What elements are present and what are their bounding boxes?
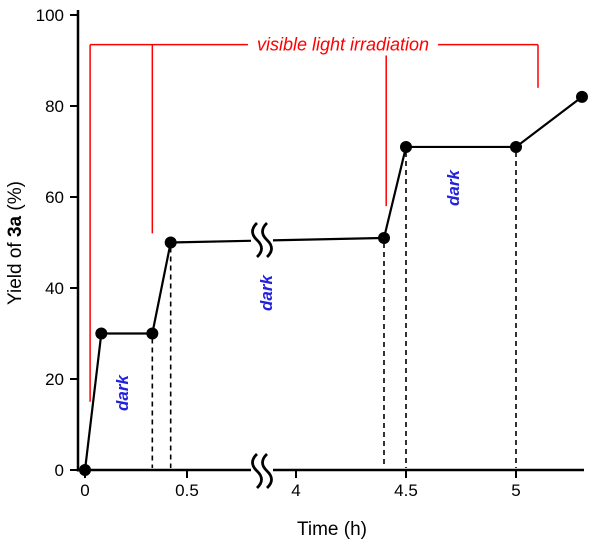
y-tick-label: 60 — [45, 188, 64, 207]
y-tick-label: 80 — [45, 97, 64, 116]
x-tick-label: 0 — [80, 481, 89, 500]
data-point — [146, 327, 159, 340]
data-point — [378, 231, 390, 244]
y-axis-title-bold: 3a — [5, 215, 26, 238]
y-tick-label: 20 — [45, 370, 64, 389]
data-point — [576, 90, 588, 103]
dark-label: dark — [257, 274, 277, 311]
y-tick-label: 100 — [36, 6, 64, 25]
x-axis-title: Time (h) — [296, 519, 368, 540]
data-point — [510, 140, 522, 153]
axis-break-squiggle — [251, 452, 263, 490]
data-point — [79, 464, 91, 476]
axis-break-squiggle — [251, 221, 263, 259]
y-tick-label: 40 — [45, 279, 64, 298]
axis-break-squiggle — [261, 452, 273, 490]
irradiation-label: visible light irradiation — [247, 34, 439, 56]
x-tick-label: 0.5 — [175, 481, 199, 500]
axis-break-squiggle — [261, 221, 273, 259]
yield-line — [83, 96, 583, 471]
x-tick-label: 4 — [291, 481, 300, 500]
data-point — [164, 236, 177, 249]
y-axis-title-prefix: Yield of — [5, 237, 26, 305]
data-point — [95, 327, 108, 340]
axis-break-mask — [251, 456, 273, 486]
y-axis-title-suffix: (%) — [5, 181, 26, 216]
axis-break-mask — [251, 225, 273, 255]
y-tick-label: 0 — [55, 461, 64, 480]
dark-label: dark — [444, 169, 464, 206]
x-tick-label: 4.5 — [394, 481, 418, 500]
x-tick-label: 5 — [511, 481, 520, 500]
data-point — [400, 140, 412, 153]
dark-label: dark — [112, 374, 132, 411]
y-axis-title: Yield of 3a (%) — [5, 181, 27, 305]
